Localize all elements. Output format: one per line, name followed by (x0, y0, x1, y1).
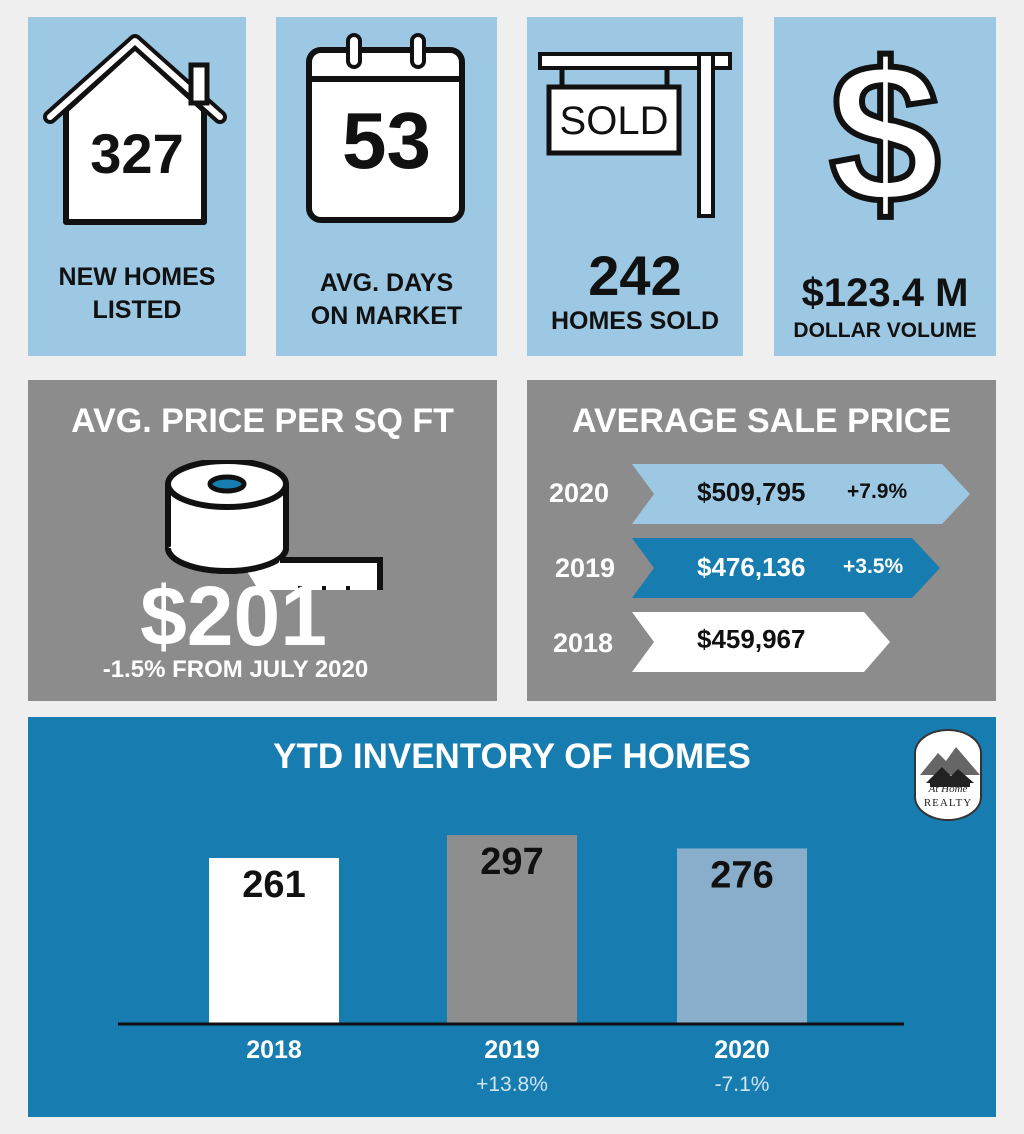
avg-sale-year: 2019 (555, 553, 616, 583)
bar-value-label: 261 (242, 864, 305, 906)
days-on-market-label: AVG. DAYS ON MARKET (310, 269, 463, 330)
inventory-bar-chart: 261 2018 297 2019 +13.8% 276 2020 -7.1% (118, 835, 904, 1096)
arrow-banner (632, 612, 890, 672)
calendar-icon (306, 33, 465, 223)
bar-2020 (677, 848, 807, 1024)
bar-value-label: 276 (710, 854, 773, 896)
homes-sold-tile: SOLD 242 HOMES SOLD (527, 17, 743, 356)
mountain-house-icon (920, 747, 980, 787)
avg-sale-row-2020: 2020 $509,795 +7.9% (527, 464, 996, 524)
dollar-icon: $ (826, 19, 943, 227)
arrow-banner (632, 464, 970, 524)
dollar-volume-value: $123.4 M (801, 271, 969, 315)
price-per-sqft-change: -1.5% FROM JULY 2020 (102, 656, 369, 683)
dollar-volume-label: DOLLAR VOLUME (793, 319, 977, 342)
svg-text:$: $ (829, 22, 940, 227)
sold-sign-text: SOLD (560, 99, 669, 143)
sold-sign-icon: SOLD (538, 52, 732, 218)
price-per-sqft-value: $201 (140, 569, 327, 663)
avg-sale-year: 2018 (553, 628, 614, 658)
ytd-inventory-title: YTD INVENTORY OF HOMES (273, 737, 751, 776)
x-tick-label: 2019 (484, 1036, 540, 1064)
new-listings-tile: 327 NEW HOMES LISTED (28, 17, 246, 356)
avg-sale-price: $476,136 (697, 552, 806, 582)
x-tick-label: 2018 (246, 1036, 302, 1064)
avg-sale-price: $509,795 (697, 477, 806, 507)
avg-sale-year: 2020 (549, 478, 610, 508)
bar-value-label: 297 (480, 841, 543, 883)
days-on-market-tile: 53 AVG. DAYS ON MARKET (276, 17, 497, 356)
price-per-sqft-panel: AVG. PRICE PER SQ FT $201 -1.5% FROM JUL… (28, 380, 497, 701)
ytd-inventory-panel: YTD INVENTORY OF HOMES At Home REALTY 26… (28, 717, 996, 1117)
avg-sale-row-2018: 2018 $459,967 (527, 612, 996, 672)
avg-sale-row-2019: 2019 $476,136 +3.5% (527, 538, 996, 598)
avg-sale-price: $459,967 (697, 624, 806, 654)
tape-measure-icon (165, 460, 383, 590)
price-per-sqft-title: AVG. PRICE PER SQ FT (71, 402, 454, 440)
dollar-volume-tile: $ $123.4 M DOLLAR VOLUME (774, 17, 996, 356)
logo-line2: REALTY (923, 797, 973, 809)
x-tick-label: 2020 (714, 1036, 770, 1064)
avg-sale-price-title: AVERAGE SALE PRICE (571, 402, 952, 440)
days-on-market-value: 53 (342, 96, 431, 185)
change-label: +13.8% (476, 1073, 548, 1096)
arrow-banner (632, 538, 940, 598)
new-listings-value: 327 (90, 122, 184, 185)
bar-2018 (209, 857, 339, 1024)
change-label: -7.1% (715, 1073, 770, 1096)
homes-sold-value: 242 (588, 244, 682, 307)
realty-logo: At Home REALTY (914, 729, 982, 821)
avg-sale-change: +3.5% (843, 555, 904, 578)
homes-sold-label: HOMES SOLD (550, 307, 720, 335)
house-icon (43, 34, 227, 225)
bar-2019 (447, 835, 577, 1024)
avg-sale-change: +7.9% (847, 480, 908, 503)
avg-sale-price-panel: AVERAGE SALE PRICE 2020 $509,795 +7.9% 2… (527, 380, 996, 701)
logo-line1: At Home (928, 783, 968, 795)
new-listings-label: NEW HOMES LISTED (58, 263, 216, 324)
